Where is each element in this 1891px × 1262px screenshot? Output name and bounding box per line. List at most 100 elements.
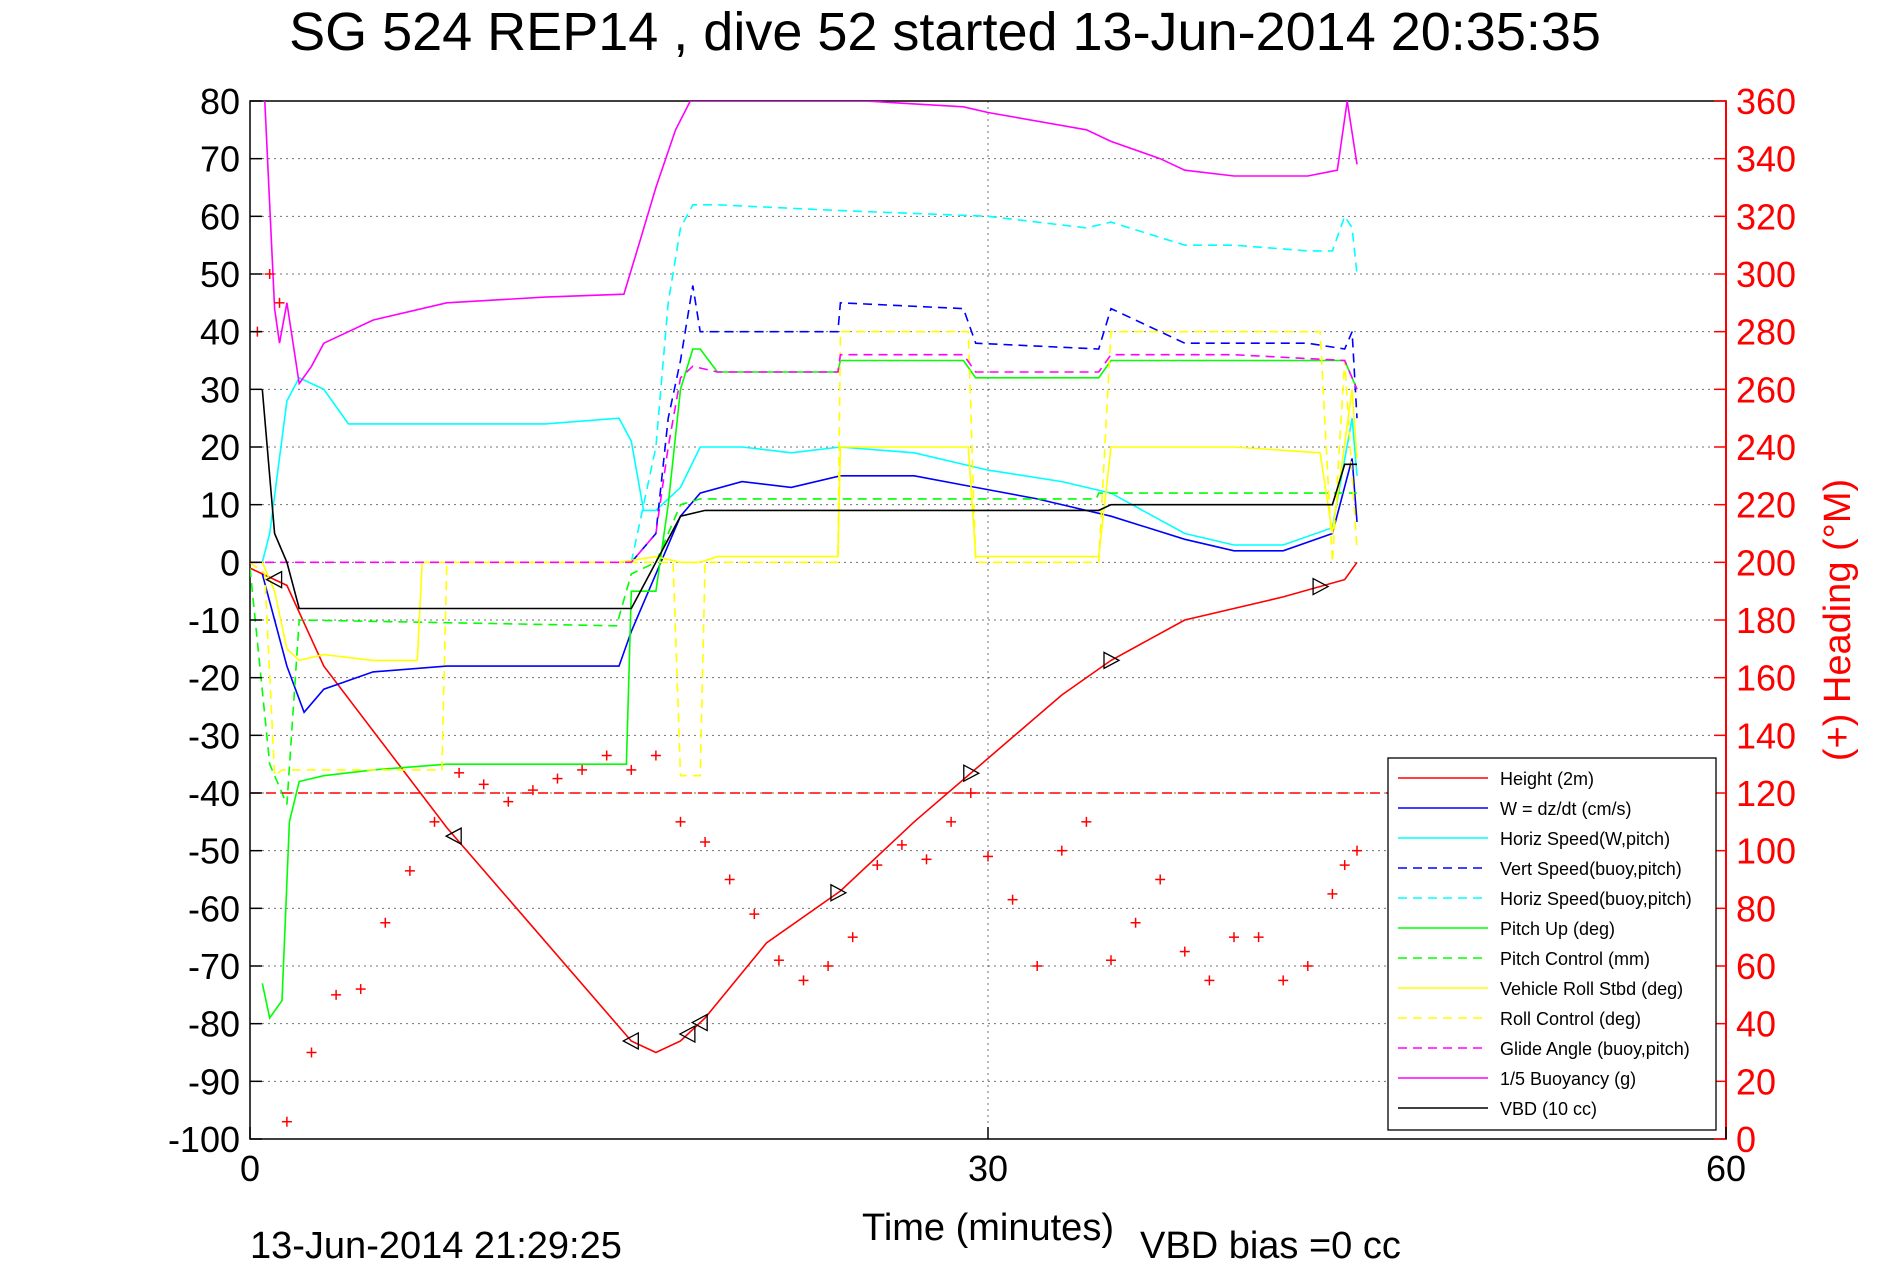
y-tick-label: -90	[188, 1061, 240, 1102]
legend-label-11: VBD (10 cc)	[1500, 1099, 1597, 1119]
x-tick-label: 60	[1706, 1148, 1746, 1189]
x-tick-label: 0	[240, 1148, 260, 1189]
right-tick-label: 40	[1736, 1004, 1776, 1045]
right-tick-label: 340	[1736, 139, 1796, 180]
heading-marker	[1130, 917, 1141, 928]
heading-marker	[847, 932, 858, 943]
heading-marker	[577, 764, 588, 775]
y-tick-label: -10	[188, 600, 240, 641]
heading-marker	[281, 1116, 292, 1127]
y-tick-label: 30	[200, 369, 240, 410]
heading-marker	[700, 837, 711, 848]
y-tick-label: 70	[200, 139, 240, 180]
right-tick-label: 120	[1736, 773, 1796, 814]
heading-marker	[355, 984, 366, 995]
right-tick-label: 220	[1736, 485, 1796, 526]
right-tick-label: 160	[1736, 658, 1796, 699]
heading-marker	[749, 909, 760, 920]
legend-label-10: 1/5 Buoyancy (g)	[1500, 1069, 1636, 1089]
footer-vbd-bias: VBD bias =0 cc	[1140, 1225, 1401, 1262]
direction-marker	[1312, 577, 1330, 596]
series-line-1	[261, 458, 1358, 714]
y-tick-label: 40	[200, 312, 240, 353]
right-tick-label: 260	[1736, 369, 1796, 410]
right-tick-label: 300	[1736, 254, 1796, 295]
y-tick-label: 0	[220, 542, 240, 583]
direction-marker	[830, 883, 848, 902]
y-tick-label: 20	[200, 427, 240, 468]
x-axis-label: Time (minutes)	[862, 1207, 1114, 1249]
legend-label-6: Pitch Control (mm)	[1500, 949, 1650, 969]
heading-marker	[1229, 932, 1239, 943]
right-tick-label: 0	[1736, 1119, 1756, 1160]
x-tick-label: 30	[968, 1148, 1008, 1189]
heading-marker	[264, 269, 275, 279]
right-tick-label: 140	[1736, 715, 1796, 756]
y-tick-label: -30	[188, 715, 240, 756]
y-tick-label: 50	[200, 254, 240, 295]
heading-markers-layer	[250, 269, 1480, 1127]
series-line-0	[250, 561, 1358, 1054]
right-tick-label: 240	[1736, 427, 1796, 468]
legend-label-2: Horiz Speed(W,pitch)	[1500, 829, 1670, 849]
right-tick-label: 180	[1736, 600, 1796, 641]
heading-marker	[331, 989, 342, 1000]
right-tick-label: 100	[1736, 831, 1796, 872]
heading-marker	[1253, 932, 1264, 943]
legend-label-7: Vehicle Roll Stbd (deg)	[1500, 979, 1683, 999]
legend-label-9: Glide Angle (buoy,pitch)	[1500, 1039, 1690, 1059]
heading-marker	[527, 785, 538, 796]
legend-box	[1387, 757, 1717, 1131]
y-tick-label: 10	[200, 485, 240, 526]
legend-label-0: Height (2m)	[1500, 769, 1594, 789]
heading-marker	[1106, 955, 1116, 966]
heading-marker	[1179, 946, 1190, 957]
heading-marker	[1056, 845, 1067, 856]
direction-marker	[621, 1031, 639, 1051]
heading-marker	[1081, 816, 1092, 827]
right-tick-label: 20	[1736, 1061, 1776, 1102]
right-tick-label: 360	[1736, 81, 1796, 122]
series-layer	[250, 101, 1358, 1054]
series-line-7	[250, 389, 1358, 662]
heading-marker	[478, 779, 489, 790]
legend: Height (2m) W = dz/dt (cm/s) Horiz Speed(W…	[1387, 757, 1717, 1131]
heading-marker	[1327, 888, 1338, 899]
series-line-4	[630, 204, 1358, 563]
heading-marker	[404, 865, 415, 876]
y-tick-label: -50	[188, 831, 240, 872]
heading-marker	[1302, 961, 1313, 971]
heading-marker	[773, 955, 784, 966]
heading-marker	[429, 816, 440, 827]
heading-marker	[1007, 894, 1018, 905]
heading-marker	[946, 816, 957, 827]
series-line-3	[630, 285, 1358, 563]
heading-marker	[1339, 860, 1350, 871]
heading-marker	[983, 851, 993, 862]
heading-marker	[1204, 975, 1215, 986]
heading-marker	[823, 961, 834, 971]
y-tick-label: -80	[188, 1004, 240, 1045]
heading-marker	[1155, 874, 1166, 885]
y-tick-label: -40	[188, 773, 240, 814]
direction-marker	[1103, 651, 1121, 670]
direction-marker	[265, 570, 283, 589]
heading-marker	[454, 767, 465, 778]
y-tick-label: 60	[200, 196, 240, 237]
series-line-5	[261, 348, 1358, 1020]
heading-marker	[921, 854, 932, 865]
right-tick-label: 60	[1736, 946, 1776, 987]
heading-marker	[380, 917, 391, 928]
heading-marker	[601, 750, 612, 761]
y-tick-label: 80	[200, 81, 240, 122]
y-tick-label: -70	[188, 946, 240, 987]
legend-label-1: W = dz/dt (cm/s)	[1500, 799, 1632, 819]
heading-marker	[552, 773, 563, 784]
heading-marker	[675, 816, 686, 827]
legend-label-5: Pitch Up (deg)	[1500, 919, 1615, 939]
right-axis-label: (+) Heading (°M)	[1817, 479, 1859, 761]
heading-marker	[274, 297, 285, 308]
series-line-2	[261, 376, 1358, 563]
series-line-6	[250, 492, 1357, 805]
heading-marker	[798, 975, 809, 986]
